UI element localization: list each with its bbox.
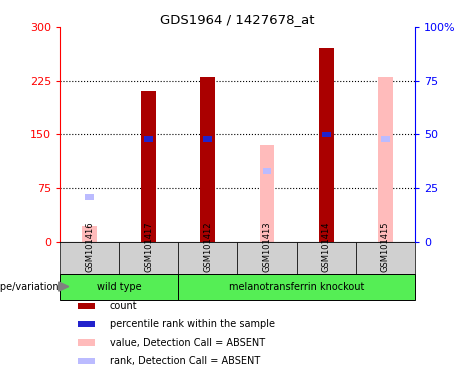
Text: GSM101417: GSM101417 — [144, 222, 153, 272]
Text: count: count — [110, 301, 137, 311]
Bar — [82, 226, 97, 242]
Bar — [141, 91, 156, 242]
Text: melanotransferrin knockout: melanotransferrin knockout — [229, 281, 364, 291]
Bar — [178, 273, 415, 300]
Bar — [263, 168, 272, 174]
Bar — [77, 321, 95, 327]
Text: GSM101415: GSM101415 — [381, 222, 390, 272]
Bar — [378, 77, 393, 242]
Bar — [119, 242, 178, 273]
Bar — [60, 273, 178, 300]
Text: GSM101413: GSM101413 — [262, 222, 272, 272]
Text: GSM101412: GSM101412 — [203, 222, 213, 272]
Text: wild type: wild type — [97, 281, 142, 291]
Bar — [260, 145, 274, 242]
Bar — [178, 242, 237, 273]
Title: GDS1964 / 1427678_at: GDS1964 / 1427678_at — [160, 13, 315, 26]
Bar — [201, 77, 215, 242]
Bar — [237, 242, 296, 273]
Bar — [356, 242, 415, 273]
Bar — [319, 48, 334, 242]
Text: GSM101416: GSM101416 — [85, 222, 94, 272]
Text: rank, Detection Call = ABSENT: rank, Detection Call = ABSENT — [110, 356, 260, 366]
Bar — [77, 339, 95, 346]
Bar — [77, 358, 95, 364]
Bar — [60, 242, 119, 273]
Bar — [144, 136, 153, 142]
Text: value, Detection Call = ABSENT: value, Detection Call = ABSENT — [110, 338, 265, 348]
Text: genotype/variation: genotype/variation — [0, 281, 59, 291]
Text: percentile rank within the sample: percentile rank within the sample — [110, 319, 275, 329]
Bar — [296, 242, 356, 273]
Polygon shape — [59, 282, 69, 291]
Bar — [77, 303, 95, 309]
Text: GSM101414: GSM101414 — [322, 222, 331, 272]
Bar — [322, 132, 331, 137]
Bar — [85, 194, 94, 200]
Bar — [381, 136, 390, 142]
Bar — [203, 136, 212, 142]
